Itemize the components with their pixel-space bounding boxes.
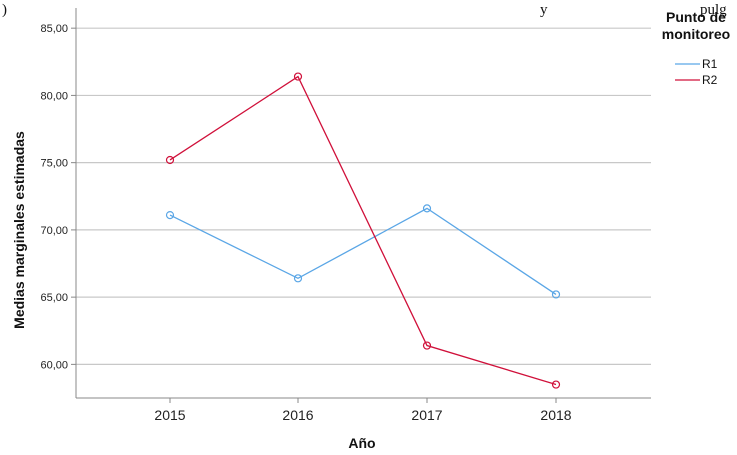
legend-label-r1: R1 <box>702 57 718 71</box>
data-point-r2 <box>293 72 303 81</box>
legend-label-r2: R2 <box>702 73 718 87</box>
legend: Punto de monitoreo R1 R2 <box>662 9 730 87</box>
y-tick-label: 85,00 <box>40 23 68 35</box>
y-tick-label: 65,00 <box>40 292 68 304</box>
y-axis-title: Medias marginales estimadas <box>11 131 27 329</box>
y-tick-label: 75,00 <box>40 158 68 170</box>
top-cropped-text-right: y <box>540 2 548 18</box>
data-point-r2 <box>165 155 175 165</box>
data-point-r1 <box>293 274 303 283</box>
x-tick-label: 2015 <box>154 407 185 423</box>
x-axis-ticks: 2015 2016 2017 2018 <box>154 398 572 423</box>
x-tick-label: 2017 <box>411 407 442 423</box>
data-point-r2 <box>551 380 561 389</box>
series-line-r1 <box>169 207 557 295</box>
x-axis-title: Año <box>348 435 375 451</box>
data-point-r2 <box>422 341 432 350</box>
y-tick-label: 70,00 <box>40 225 68 237</box>
y-tick-label: 80,00 <box>40 90 68 102</box>
legend-title-line1: Punto de <box>666 9 726 25</box>
x-tick-label: 2018 <box>540 407 571 423</box>
top-cropped-text-far-right: pulg <box>700 2 727 18</box>
series-line-r2 <box>169 75 557 386</box>
y-axis-ticks: 60,00 65,00 70,00 75,00 80,00 85,00 <box>40 23 76 371</box>
data-point-r1 <box>551 290 561 299</box>
gridlines <box>76 27 651 365</box>
legend-title-line2: monitoreo <box>662 26 730 42</box>
data-point-r1 <box>165 211 175 220</box>
y-tick-label: 60,00 <box>40 359 68 371</box>
top-cropped-text: ) <box>2 2 7 18</box>
data-point-r1 <box>422 204 432 213</box>
series-group <box>165 72 561 389</box>
x-tick-label: 2016 <box>282 407 313 423</box>
